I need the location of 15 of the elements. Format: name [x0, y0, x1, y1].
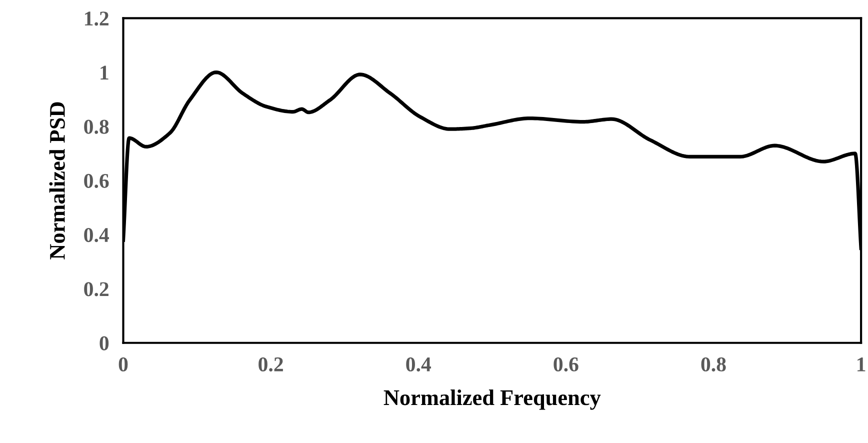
x-tick-label: 0.4	[406, 357, 432, 372]
y-tick-label: 0.8	[84, 120, 109, 134]
y-axis-title: Normalized PSD	[49, 102, 65, 260]
x-tick-label: 0.8	[701, 357, 726, 372]
y-tick-label: 0.6	[84, 174, 109, 188]
x-tick-label: 0.6	[554, 357, 578, 372]
y-tick-label: 0.4	[84, 228, 109, 242]
x-tick-label: 1	[858, 357, 866, 372]
x-tick-label: 0.2	[258, 357, 283, 372]
x-tick-label: 0	[118, 357, 128, 372]
y-tick-label: 1	[100, 66, 108, 80]
y-tick-label: 0	[100, 336, 109, 350]
x-axis-title: Normalized Frequency	[384, 390, 601, 410]
y-tick-label: 0.2	[84, 282, 108, 296]
y-tick-label: 1.2	[84, 12, 108, 26]
